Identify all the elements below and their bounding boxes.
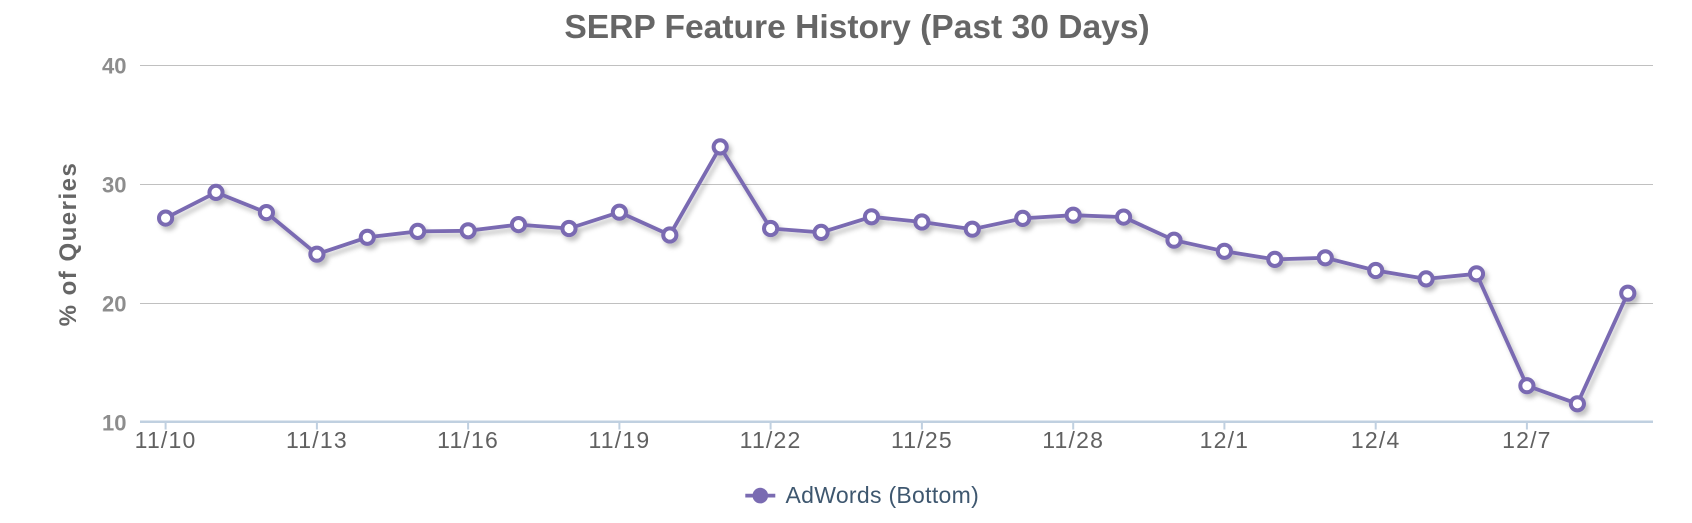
svg-text:10: 10: [102, 411, 126, 436]
svg-text:12/4: 12/4: [1351, 427, 1401, 453]
svg-text:20: 20: [102, 292, 126, 317]
svg-text:11/25: 11/25: [891, 427, 953, 453]
svg-text:40: 40: [102, 54, 126, 79]
svg-text:% of Queries: % of Queries: [55, 162, 82, 327]
svg-text:11/13: 11/13: [286, 427, 348, 453]
svg-text:11/10: 11/10: [135, 427, 197, 453]
svg-text:11/28: 11/28: [1042, 427, 1104, 453]
svg-text:11/22: 11/22: [740, 427, 802, 453]
svg-text:30: 30: [102, 173, 126, 198]
svg-text:12/7: 12/7: [1502, 427, 1552, 453]
svg-text:11/19: 11/19: [588, 427, 650, 453]
svg-text:11/16: 11/16: [437, 427, 499, 453]
svg-text:SERP Feature History (Past 30: SERP Feature History (Past 30 Days): [564, 9, 1149, 46]
svg-text:12/1: 12/1: [1200, 427, 1250, 453]
svg-text:AdWords (Bottom): AdWords (Bottom): [786, 482, 980, 508]
